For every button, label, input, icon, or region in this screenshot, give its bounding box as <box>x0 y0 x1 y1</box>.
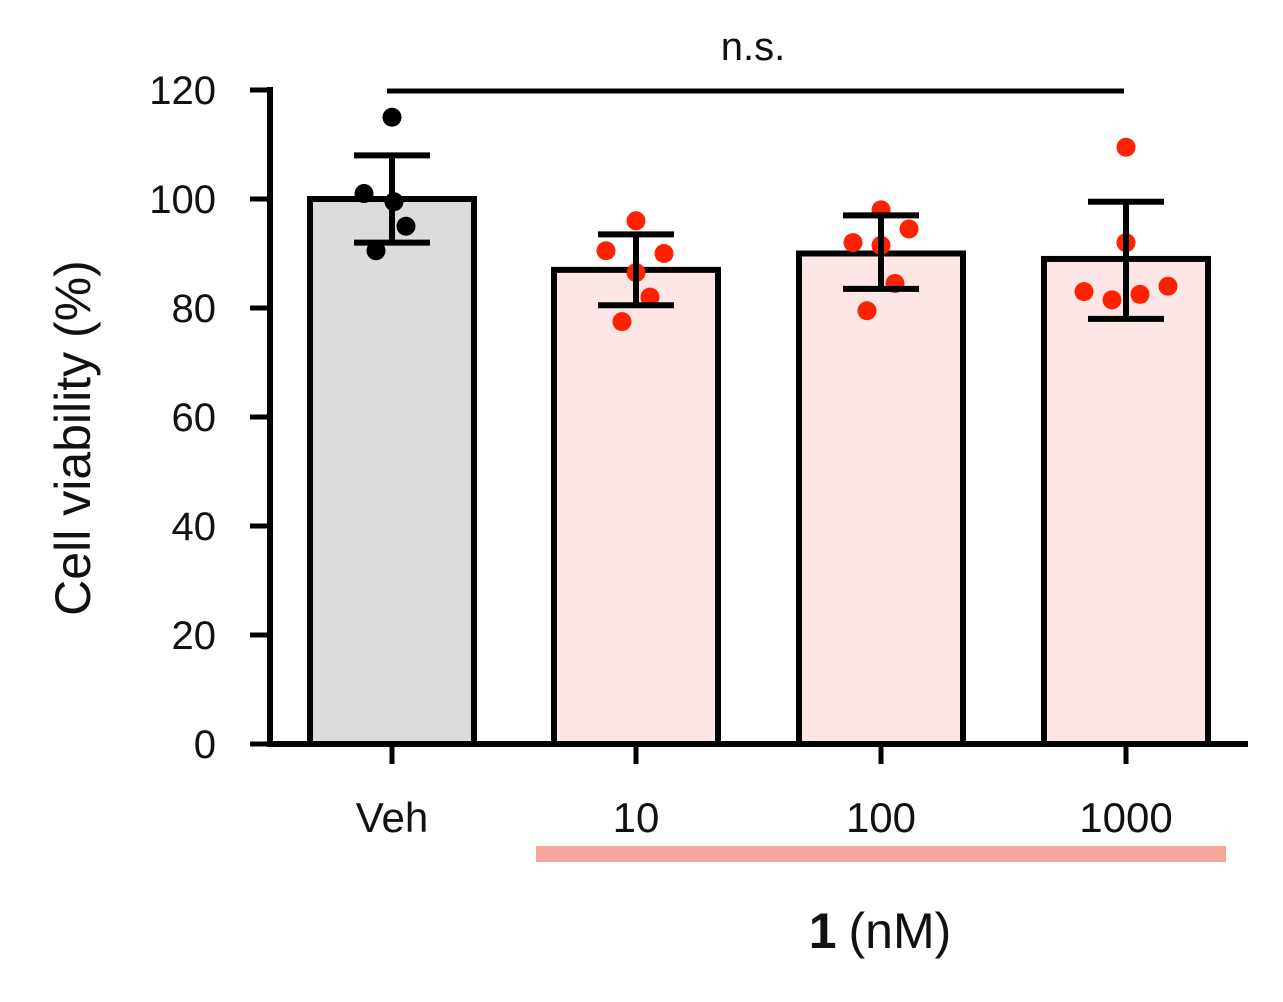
treatment-bar <box>536 846 1226 862</box>
x-tick-label-1000: 1000 <box>1079 794 1172 841</box>
point-Veh-2 <box>354 184 374 204</box>
point-10-1 <box>626 211 646 231</box>
point-Veh-5 <box>366 241 386 261</box>
point-100-3 <box>843 233 863 253</box>
y-tick-label-20: 20 <box>172 614 217 658</box>
point-1000-3 <box>1158 276 1178 296</box>
significance-label: n.s. <box>721 25 785 69</box>
y-tick-label-120: 120 <box>149 69 216 113</box>
point-100-6 <box>857 301 877 321</box>
bar-10 <box>551 266 721 747</box>
y-axis-label: Cell viability (%) <box>45 260 101 616</box>
point-1000-1 <box>1116 137 1136 157</box>
y-tick-label-100: 100 <box>149 178 216 222</box>
compound-label: 1 <box>809 903 837 959</box>
y-tick-label-0: 0 <box>194 723 216 767</box>
treatment-label: 1 (nM) <box>809 903 952 959</box>
point-1000-5 <box>1130 284 1150 304</box>
y-tick-label-60: 60 <box>172 396 217 440</box>
x-tick-label-10: 10 <box>613 794 660 841</box>
point-10-5 <box>640 287 660 307</box>
y-tick-label-80: 80 <box>172 287 217 331</box>
point-1000-4 <box>1074 282 1094 302</box>
point-100-2 <box>899 219 919 239</box>
point-10-6 <box>612 312 632 332</box>
point-Veh-1 <box>382 107 402 127</box>
point-Veh-4 <box>396 216 416 236</box>
point-10-3 <box>654 244 674 263</box>
x-tick-label-100: 100 <box>846 794 916 841</box>
y-tick-label-40: 40 <box>172 505 217 549</box>
bar-1000 <box>1041 255 1211 747</box>
point-1000-6 <box>1102 290 1122 310</box>
x-tick-label-Veh: Veh <box>356 794 428 841</box>
bar-100 <box>796 250 966 747</box>
point-10-2 <box>596 241 616 261</box>
unit-label: (nM) <box>849 903 952 959</box>
bar-Veh <box>307 196 477 747</box>
